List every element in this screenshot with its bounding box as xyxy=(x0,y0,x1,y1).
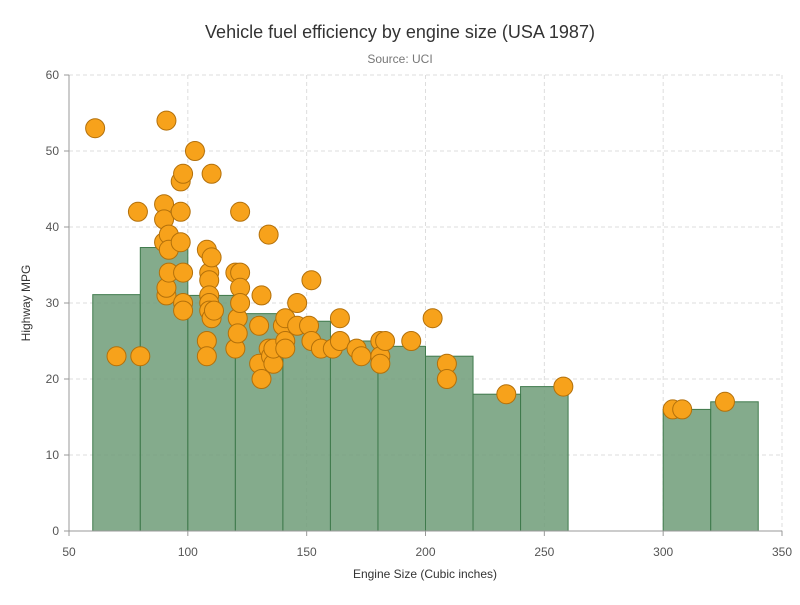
y-tick-label: 30 xyxy=(46,296,60,310)
scatter-point[interactable] xyxy=(287,293,308,313)
scatter-point[interactable] xyxy=(251,369,272,389)
scatter-point[interactable] xyxy=(329,308,350,329)
scatter-point[interactable] xyxy=(714,391,735,412)
scatter-point[interactable] xyxy=(375,331,396,351)
scatter-point[interactable] xyxy=(401,331,422,351)
scatter-point[interactable] xyxy=(184,141,205,161)
scatter-point[interactable] xyxy=(230,201,251,222)
scatter-point[interactable] xyxy=(258,224,279,245)
scatter-point[interactable] xyxy=(127,201,148,222)
y-axis-label: Highway MPG xyxy=(19,265,33,342)
scatter-point[interactable] xyxy=(196,346,217,367)
scatter-point[interactable] xyxy=(496,384,517,405)
scatter-point[interactable] xyxy=(173,262,194,283)
scatter-point[interactable] xyxy=(329,331,350,351)
histogram-bar[interactable] xyxy=(710,401,759,532)
scatter-point[interactable] xyxy=(130,346,151,367)
x-tick-label: 300 xyxy=(653,545,673,559)
scatter-point[interactable] xyxy=(170,232,191,253)
x-tick-label: 250 xyxy=(534,545,554,559)
scatter-point[interactable] xyxy=(672,399,693,420)
x-tick-label: 50 xyxy=(62,545,76,559)
scatter-point[interactable] xyxy=(370,353,391,374)
scatter-point[interactable] xyxy=(227,323,248,344)
histogram-bar[interactable] xyxy=(662,408,712,532)
histogram-bar[interactable] xyxy=(472,393,522,532)
histogram-bar[interactable] xyxy=(92,294,141,532)
histogram-bar[interactable] xyxy=(377,345,427,532)
scatter-point[interactable] xyxy=(275,338,296,359)
axes: 50 100 150 200 250 300 350 0 10 20 30 40 50 60 xyxy=(46,68,793,559)
scatter-point[interactable] xyxy=(230,293,251,313)
scatter-point[interactable] xyxy=(251,285,272,306)
scatter-point[interactable] xyxy=(173,300,194,321)
y-tick-label: 40 xyxy=(46,220,60,234)
scatter-points xyxy=(85,110,735,420)
scatter-point[interactable] xyxy=(203,300,224,321)
y-tick-label: 10 xyxy=(46,448,60,462)
chart-subtitle: Source: UCI xyxy=(367,52,432,66)
y-tick-label: 60 xyxy=(46,68,60,82)
scatter-point[interactable] xyxy=(201,247,222,268)
scatter-point[interactable] xyxy=(173,163,194,184)
y-tick-label: 50 xyxy=(46,144,60,158)
scatter-point[interactable] xyxy=(106,346,127,367)
scatter-point[interactable] xyxy=(201,163,222,184)
y-tick-label: 20 xyxy=(46,372,60,386)
chart-title: Vehicle fuel efficiency by engine size (… xyxy=(205,22,595,42)
scatter-point[interactable] xyxy=(170,201,191,222)
x-tick-label: 350 xyxy=(772,545,792,559)
scatter-point[interactable] xyxy=(553,376,574,397)
scatter-point[interactable] xyxy=(156,110,177,131)
x-tick-label: 100 xyxy=(178,545,198,559)
scatter-point[interactable] xyxy=(351,346,372,367)
histogram-bars xyxy=(92,247,759,532)
histogram-bar[interactable] xyxy=(520,386,569,532)
y-tick-label: 0 xyxy=(52,524,59,538)
scatter-point[interactable] xyxy=(436,369,457,389)
scatter-point[interactable] xyxy=(301,270,322,291)
scatter-point[interactable] xyxy=(249,315,270,336)
x-tick-label: 150 xyxy=(297,545,317,559)
x-axis-label: Engine Size (Cubic inches) xyxy=(353,567,497,581)
histogram-bar[interactable] xyxy=(329,340,379,532)
x-tick-label: 200 xyxy=(415,545,435,559)
scatter-point[interactable] xyxy=(85,118,106,139)
scatter-point[interactable] xyxy=(422,308,443,329)
